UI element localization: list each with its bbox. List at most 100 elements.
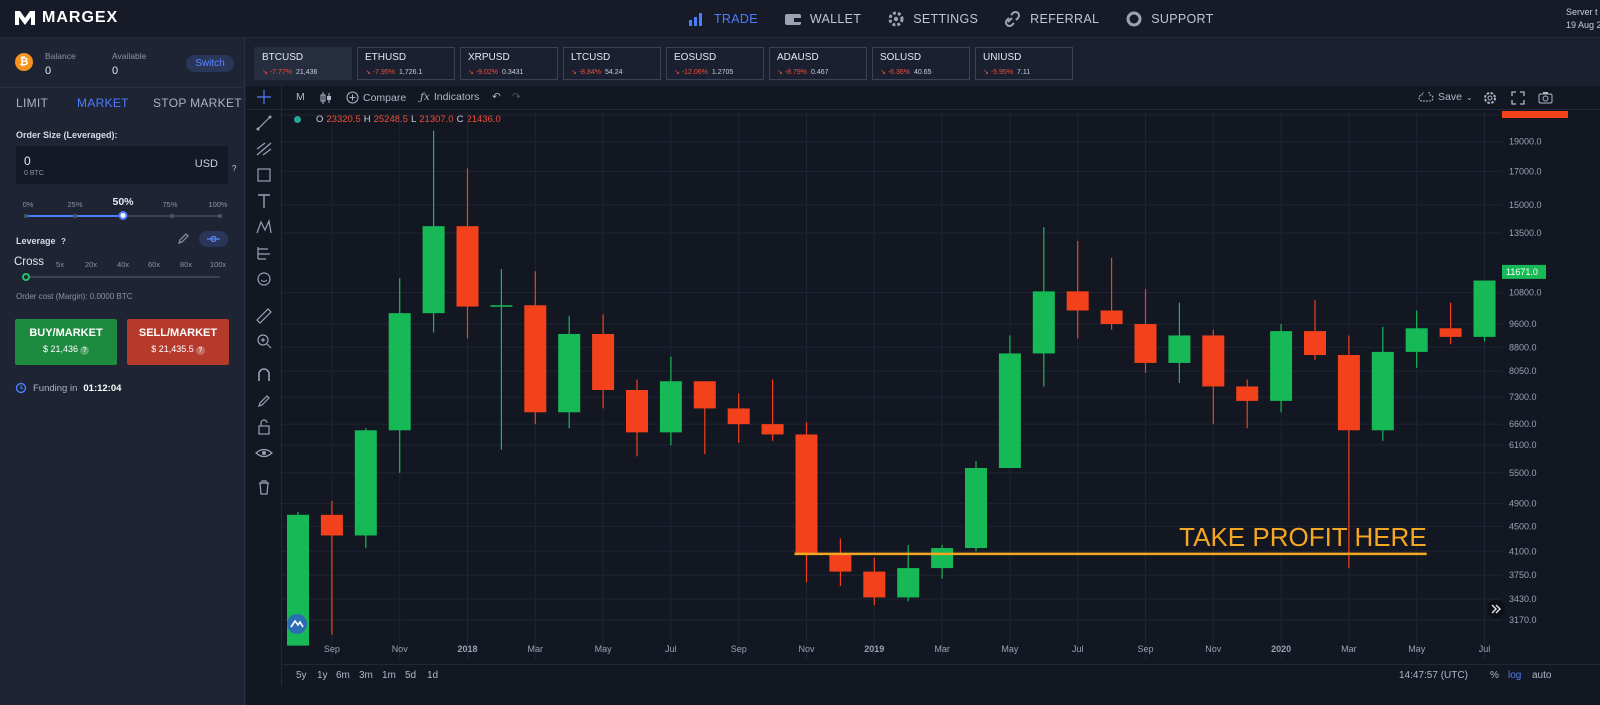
candle-body[interactable] — [388, 313, 411, 431]
percent-scale-toggle[interactable]: % — [1490, 670, 1499, 681]
pct-mark[interactable]: 50% — [112, 196, 134, 208]
pct-mark[interactable]: 0% — [22, 200, 34, 209]
pencil-icon[interactable] — [172, 231, 194, 247]
nav-support[interactable]: SUPPORT — [1125, 11, 1213, 27]
candle-body[interactable] — [524, 305, 547, 413]
auto-scale-toggle[interactable]: auto — [1532, 670, 1552, 681]
candle-body[interactable] — [1032, 291, 1055, 354]
candle-body[interactable] — [1439, 328, 1462, 337]
price-axis[interactable]: 3170.0 3430.0 3750.0 4100.0 4500.0 4900.0 5500… — [1502, 111, 1568, 659]
screenshot-button[interactable] — [1538, 91, 1553, 104]
log-scale-toggle[interactable]: log — [1508, 670, 1522, 681]
redo-button[interactable]: ↷ — [512, 91, 521, 103]
candle-body[interactable] — [1100, 310, 1123, 325]
leverage-mark[interactable]: 80x — [179, 260, 193, 269]
candle-body[interactable] — [998, 353, 1021, 469]
order-size-help-icon[interactable]: ? — [232, 164, 237, 173]
candle-body[interactable] — [1473, 280, 1496, 337]
ruler-icon[interactable] — [254, 306, 274, 324]
buy-market-button[interactable]: BUY/MARKET $ 21,436? — [15, 319, 117, 365]
candle-body[interactable] — [1066, 291, 1089, 311]
leverage-mark[interactable]: 20x — [84, 260, 98, 269]
candle-body[interactable] — [659, 381, 682, 433]
undo-button[interactable]: ↶ — [492, 91, 501, 103]
prediction-tool-icon[interactable] — [254, 244, 274, 262]
candle-style-button[interactable] — [320, 91, 332, 105]
pct-mark[interactable]: 75% — [162, 200, 178, 209]
chart-settings-button[interactable] — [1483, 91, 1497, 105]
interval-button[interactable]: M — [296, 91, 305, 103]
sell-help-icon[interactable]: ? — [195, 346, 205, 355]
candle-body[interactable] — [1270, 331, 1293, 401]
fullscreen-button[interactable] — [1511, 91, 1525, 105]
order-size-slider[interactable] — [24, 211, 222, 220]
trend-line-icon[interactable] — [254, 114, 274, 132]
ticker-adausd[interactable]: ADAUSD ↘ -8.79% 0.467 — [769, 47, 867, 80]
order-size-input[interactable]: 0 0 BTC USD — [16, 146, 228, 184]
candle-body[interactable] — [795, 434, 818, 555]
nav-settings[interactable]: SETTINGS — [887, 11, 978, 27]
buy-help-icon[interactable]: ? — [80, 346, 90, 355]
tab-limit[interactable]: LIMIT — [16, 96, 49, 110]
nav-wallet[interactable]: WALLET — [784, 11, 861, 27]
leverage-slider-handle[interactable] — [22, 273, 30, 281]
candle-body[interactable] — [456, 226, 479, 307]
candle-body[interactable] — [761, 424, 784, 435]
candle-body[interactable] — [558, 333, 581, 413]
order-size-slider-handle[interactable] — [118, 211, 128, 220]
time-axis[interactable]: Sep Nov 2018 Mar May Jul Sep Nov 2019 Mar May Jul Se… — [282, 639, 1502, 659]
magnet-icon[interactable] — [254, 366, 274, 384]
candle-body[interactable] — [1371, 351, 1394, 431]
save-button[interactable]: Save ⌄ — [1418, 91, 1473, 103]
candle-body[interactable] — [1304, 331, 1326, 355]
sell-market-button[interactable]: SELL/MARKET $ 21,435.5? — [127, 319, 229, 365]
candlestick-chart[interactable]: TAKE PROFIT HERE — [282, 111, 1502, 659]
candle-body[interactable] — [1236, 386, 1259, 401]
candle-body[interactable] — [1168, 335, 1191, 363]
candle-body[interactable] — [863, 571, 886, 598]
rectangle-tool-icon[interactable] — [254, 166, 274, 184]
pct-mark[interactable]: 25% — [67, 200, 83, 209]
nav-referral[interactable]: REFERRAL — [1004, 11, 1099, 27]
ticker-uniusd[interactable]: UNIUSD ↘ -5.95% 7.11 — [975, 47, 1073, 80]
range-5d[interactable]: 5d — [405, 670, 417, 681]
ticker-eosusd[interactable]: EOSUSD ↘ -12.06% 1.2705 — [666, 47, 764, 80]
range-6m[interactable]: 6m — [336, 670, 350, 681]
leverage-mark[interactable]: 40x — [116, 260, 130, 269]
scroll-to-latest-icon[interactable] — [1486, 599, 1506, 619]
range-5y[interactable]: 5y — [296, 670, 307, 681]
ticker-solusd[interactable]: SOLUSD ↘ -6.36% 40.65 — [872, 47, 970, 80]
range-1y[interactable]: 1y — [317, 670, 328, 681]
ticker-ethusd[interactable]: ETHUSD ↘ -7.95% 1,726.1 — [357, 47, 455, 80]
emoji-icon[interactable] — [254, 270, 274, 288]
range-1d[interactable]: 1d — [427, 670, 439, 681]
leverage-mark[interactable]: 60x — [147, 260, 161, 269]
tab-stop-market[interactable]: STOP MARKET — [153, 96, 242, 110]
candle-body[interactable] — [1202, 335, 1225, 387]
candle-body[interactable] — [592, 333, 615, 390]
leverage-slider-toggle[interactable] — [199, 231, 228, 247]
candle-body[interactable] — [897, 568, 920, 598]
trash-icon[interactable] — [254, 478, 274, 496]
compare-button[interactable]: Compare — [346, 91, 406, 104]
zoom-icon[interactable] — [254, 332, 274, 350]
range-1m[interactable]: 1m — [382, 670, 396, 681]
switch-button[interactable]: Switch — [186, 55, 234, 72]
candle-body[interactable] — [1337, 354, 1360, 431]
lock-pencil-icon[interactable] — [254, 392, 274, 410]
candle-body[interactable] — [287, 514, 309, 646]
ticker-btcusd[interactable]: BTCUSD ↘ -7.77% 21,436 — [254, 47, 352, 80]
candle-body[interactable] — [626, 389, 648, 433]
lock-icon[interactable] — [254, 418, 274, 436]
tradingview-logo-icon[interactable] — [286, 613, 308, 635]
tab-market[interactable]: MARKET — [77, 96, 129, 110]
ticker-xrpusd[interactable]: XRPUSD ↘ -9.02% 0.3431 — [460, 47, 558, 80]
candle-body[interactable] — [354, 430, 377, 536]
fib-tool-icon[interactable] — [254, 140, 274, 158]
nav-trade[interactable]: TRADE — [688, 11, 758, 27]
cross-margin-label[interactable]: Cross — [14, 256, 45, 268]
leverage-slider[interactable] — [22, 273, 220, 281]
pct-mark[interactable]: 100% — [208, 200, 228, 209]
candle-body[interactable] — [965, 468, 987, 549]
candle-body[interactable] — [727, 408, 750, 425]
